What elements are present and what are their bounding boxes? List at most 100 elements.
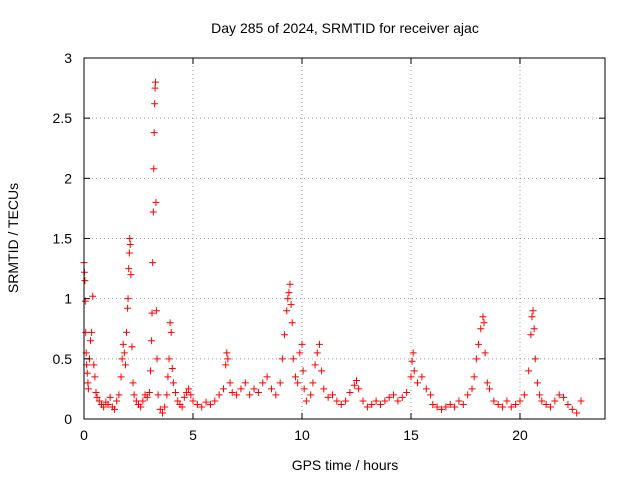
data-point: [528, 313, 536, 321]
data-point: [168, 364, 176, 372]
data-point: [485, 385, 493, 393]
data-point: [403, 389, 411, 397]
data-point: [551, 397, 559, 405]
data-point: [520, 391, 528, 399]
data-point: [483, 379, 491, 387]
data-point: [480, 319, 488, 327]
data-point: [294, 379, 302, 387]
data-point: [429, 401, 437, 409]
data-point: [156, 405, 164, 413]
data-point: [88, 328, 96, 336]
data-point: [224, 355, 232, 363]
data-point: [89, 292, 97, 300]
data-point: [283, 307, 291, 315]
y-tick-label: 1: [64, 291, 72, 307]
data-point: [398, 393, 406, 401]
data-point: [337, 401, 345, 409]
data-point: [309, 379, 317, 387]
data-point: [164, 373, 172, 381]
data-point: [146, 367, 154, 375]
data-point: [84, 385, 92, 393]
data-point: [222, 361, 230, 369]
y-tick-label: 2.5: [53, 110, 73, 126]
data-point: [472, 355, 480, 363]
data-point: [206, 401, 214, 409]
data-point: [368, 401, 376, 409]
data-point: [318, 367, 326, 375]
x-axis: 0 5 10 15 20: [80, 58, 528, 443]
data-point: [161, 403, 169, 411]
data-point: [182, 389, 190, 397]
data-point: [137, 403, 145, 411]
data-point: [237, 385, 245, 393]
data-point: [163, 391, 171, 399]
data-point: [272, 391, 280, 399]
data-point: [512, 401, 520, 409]
data-point: [300, 385, 308, 393]
data-point: [324, 393, 332, 401]
data-point: [154, 391, 162, 399]
x-tick-label: 15: [403, 427, 419, 443]
data-point: [123, 328, 131, 336]
data-point: [172, 389, 180, 397]
data-point: [174, 397, 182, 405]
data-point: [143, 393, 151, 401]
data-point: [198, 403, 206, 411]
data-point: [298, 340, 306, 348]
data-points: [80, 78, 585, 417]
data-point: [151, 100, 159, 108]
data-point: [124, 295, 132, 303]
data-point: [311, 361, 319, 369]
x-tick-label: 10: [294, 427, 310, 443]
data-point: [95, 397, 103, 405]
data-point: [547, 403, 555, 411]
y-axis-label: SRMTID / TECUs: [5, 183, 21, 293]
data-point: [573, 409, 581, 417]
data-point: [100, 403, 108, 411]
y-tick-label: 1.5: [53, 231, 73, 247]
data-point: [407, 373, 415, 381]
data-point: [286, 280, 294, 288]
data-point: [459, 401, 467, 409]
data-point: [470, 373, 478, 381]
data-point: [125, 249, 133, 257]
data-point: [167, 328, 175, 336]
data-point: [149, 259, 157, 267]
data-point: [564, 401, 572, 409]
x-tick-label: 5: [189, 427, 197, 443]
data-point: [422, 385, 430, 393]
data-point: [527, 331, 535, 339]
data-point: [499, 403, 507, 411]
data-point: [359, 397, 367, 405]
data-point: [115, 391, 123, 399]
data-point: [477, 325, 485, 333]
data-point: [150, 165, 158, 173]
data-point: [152, 307, 160, 315]
data-point: [185, 385, 193, 393]
data-point: [233, 391, 241, 399]
data-point: [117, 373, 125, 381]
data-point: [446, 401, 454, 409]
data-point: [187, 391, 195, 399]
data-point: [92, 389, 100, 397]
data-point: [215, 391, 223, 399]
data-point: [126, 241, 134, 249]
data-point: [267, 385, 275, 393]
data-point: [302, 397, 310, 405]
data-point: [281, 331, 289, 339]
data-point: [149, 208, 157, 216]
data-point: [363, 403, 371, 411]
data-point: [288, 319, 296, 327]
data-point: [276, 379, 284, 387]
grid-lines: [84, 58, 605, 419]
data-point: [538, 397, 546, 405]
data-point: [241, 379, 249, 387]
data-point: [533, 379, 541, 387]
data-point: [278, 355, 286, 363]
data-point: [468, 385, 476, 393]
data-point: [507, 403, 515, 411]
data-point: [313, 349, 321, 357]
data-point: [329, 391, 337, 399]
data-point: [152, 198, 160, 206]
data-point: [291, 373, 299, 381]
